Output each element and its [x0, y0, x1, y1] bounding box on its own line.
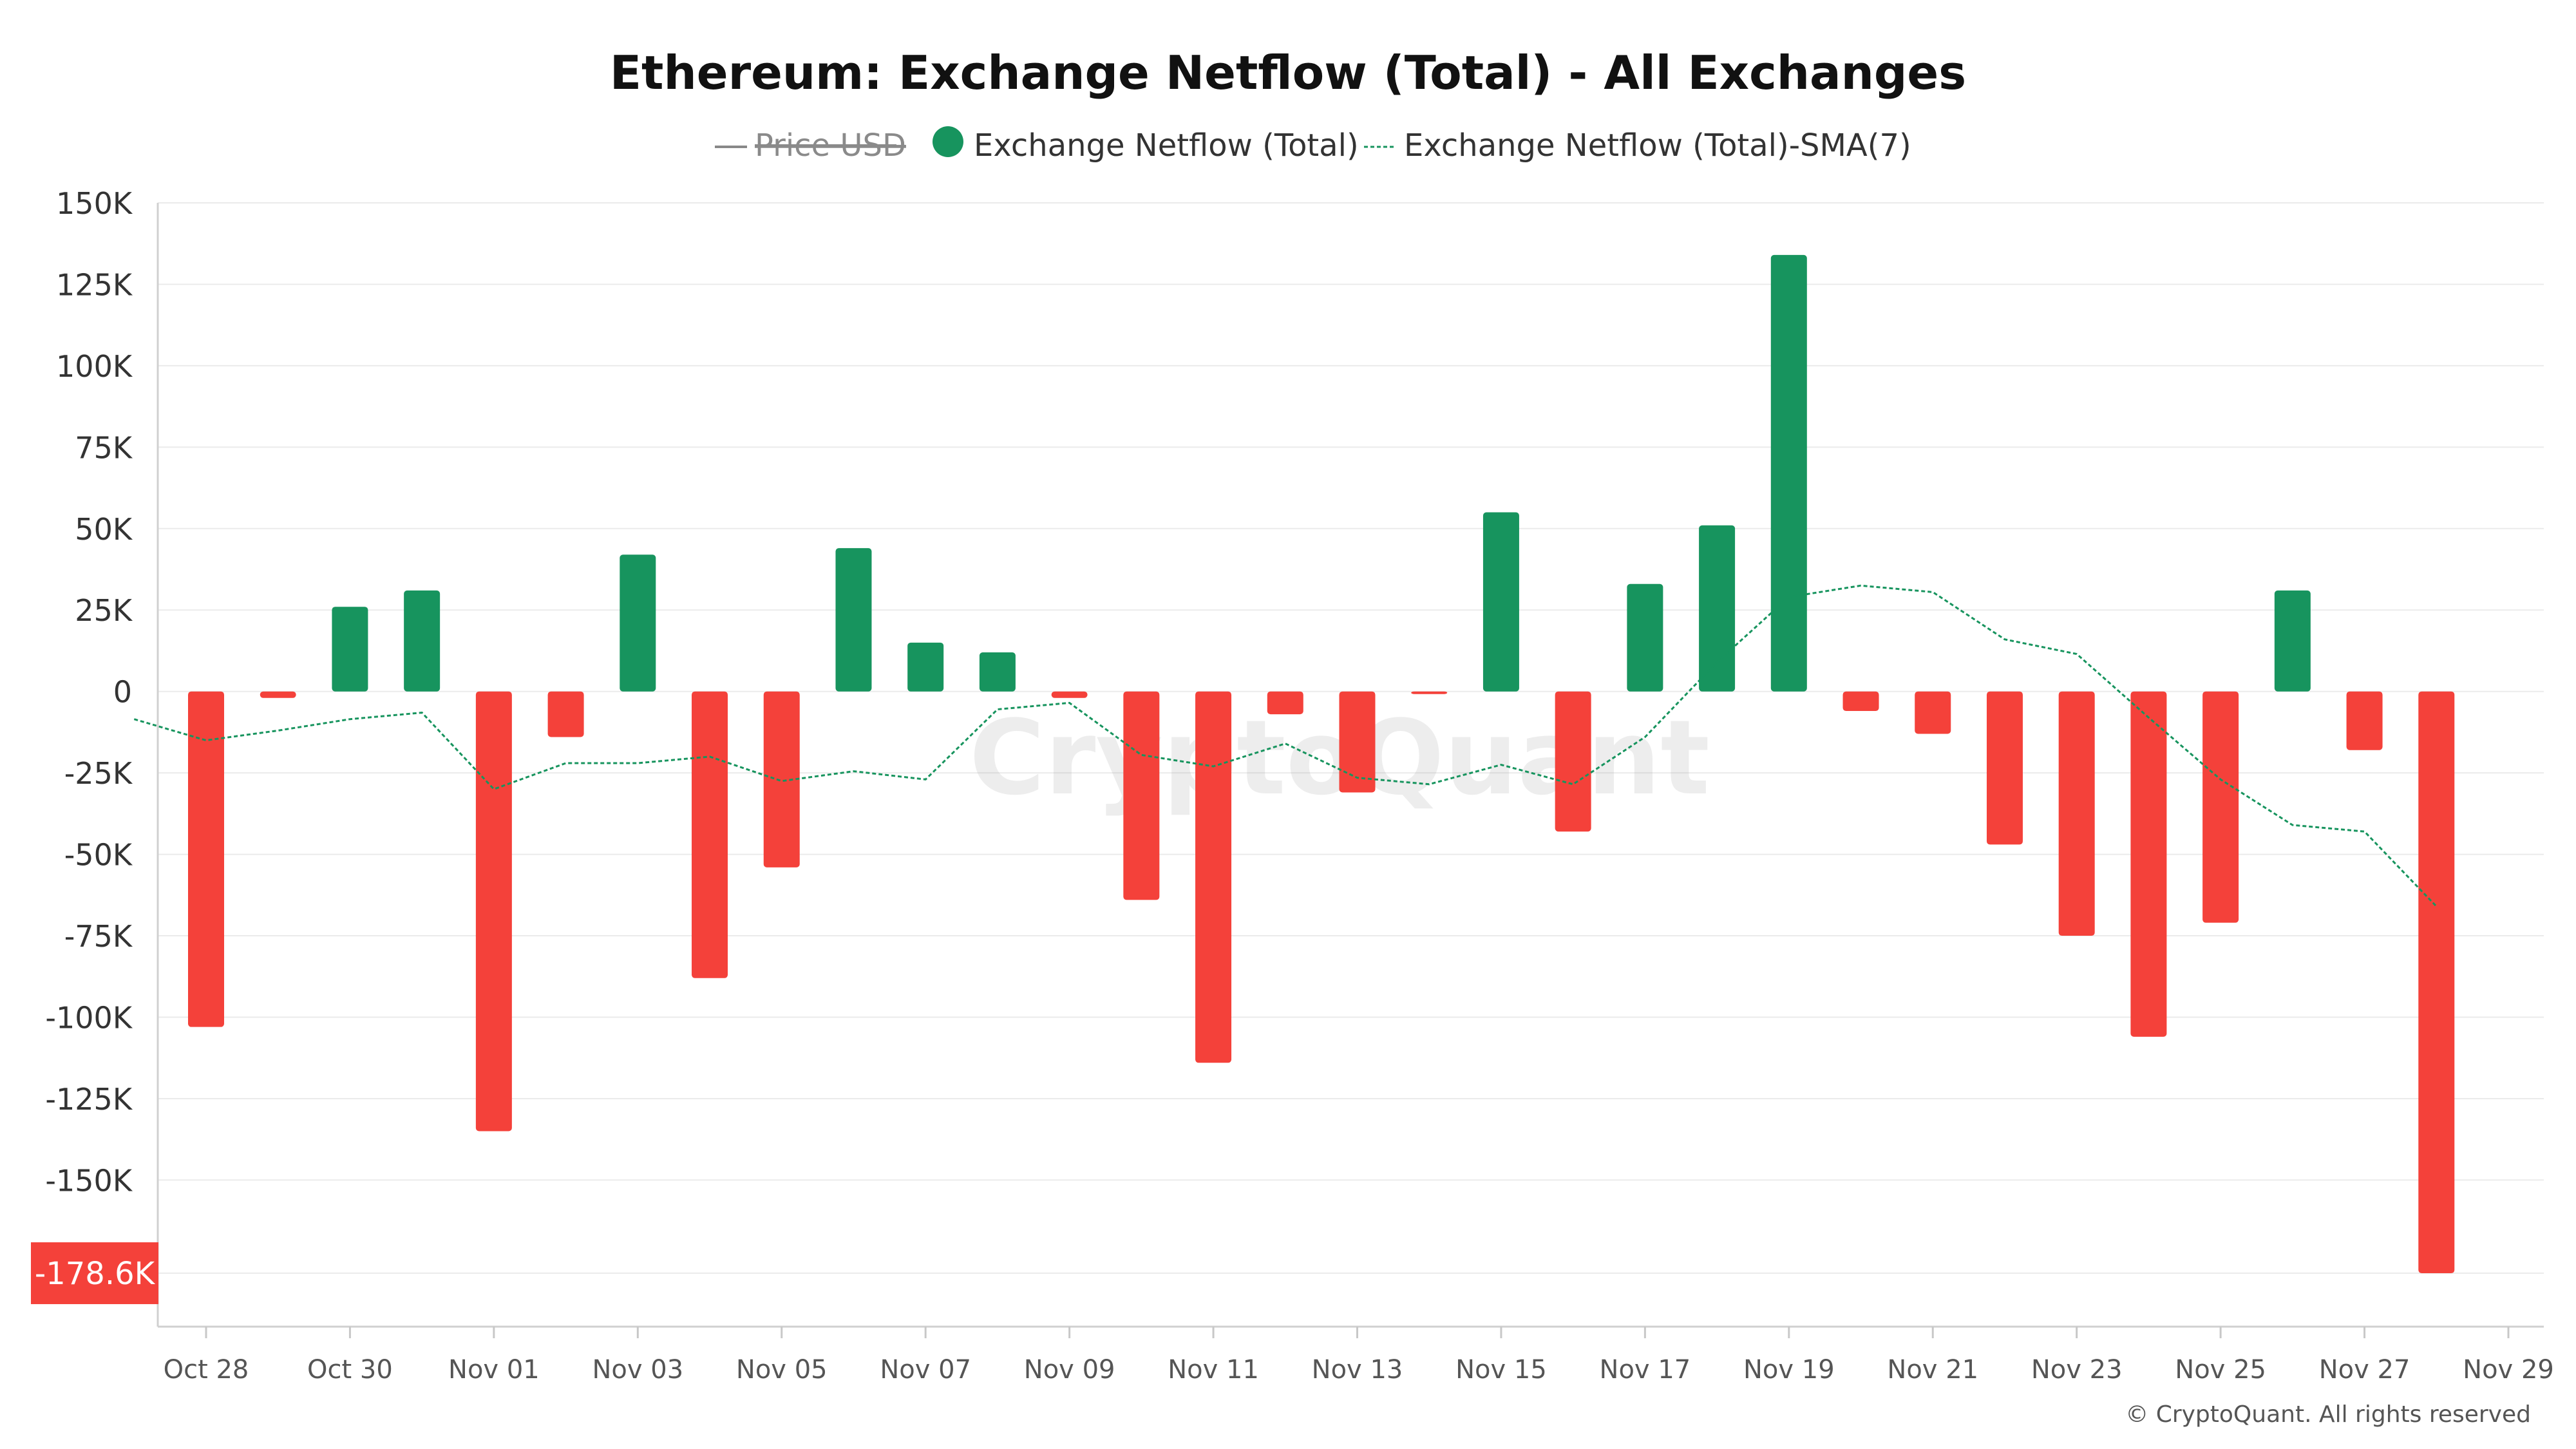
current-value-badge: -178.6K: [31, 1242, 158, 1305]
y-tick-label: 150K: [56, 186, 133, 221]
legend-item-netflow[interactable]: Exchange Netflow (Total): [933, 126, 1359, 164]
legend-swatch-netflow: [933, 126, 963, 157]
y-tick-label: -150K: [45, 1163, 133, 1198]
netflow-bar: [332, 607, 368, 692]
y-tick-label: 75K: [75, 430, 133, 465]
y-tick-label: 50K: [75, 512, 133, 547]
x-tick-label: Oct 30: [307, 1355, 393, 1385]
y-tick-label: -75K: [64, 919, 133, 954]
x-tick-label: Nov 07: [880, 1355, 971, 1385]
copyright: © CryptoQuant. All rights reserved: [2125, 1401, 2531, 1428]
x-tick-label: Nov 09: [1024, 1355, 1115, 1385]
netflow-bar: [1195, 691, 1232, 1063]
netflow-bar: [1123, 691, 1160, 900]
netflow-bar: [547, 691, 584, 737]
x-tick-label: Nov 01: [448, 1355, 540, 1385]
netflow-bar: [2058, 691, 2095, 936]
current-value-badge-bg: [31, 1242, 158, 1305]
y-tick-label: 125K: [56, 267, 133, 302]
netflow-bar: [692, 691, 728, 978]
netflow-bar: [907, 642, 944, 692]
y-tick-label: 25K: [75, 593, 133, 628]
x-tick-label: Nov 27: [2319, 1355, 2410, 1385]
netflow-bar: [2418, 691, 2455, 1274]
x-tick-label: Nov 17: [1600, 1355, 1691, 1385]
netflow-bar: [2274, 590, 2311, 692]
netflow-bar: [2346, 691, 2383, 750]
netflow-bar: [404, 590, 440, 692]
legend[interactable]: Price USD Exchange Netflow (Total) Excha…: [715, 126, 1911, 164]
x-tick-label: Nov 23: [2031, 1355, 2123, 1385]
x-tick-label: Oct 28: [164, 1355, 249, 1385]
legend-item-sma[interactable]: Exchange Netflow (Total)-SMA(7): [1364, 128, 1911, 164]
x-axis-labels: Oct 28 Oct 30 Nov 01 Nov 03 Nov 05 Nov 07 Nov …: [164, 1327, 2554, 1385]
y-tick-label: -125K: [45, 1082, 133, 1117]
netflow-bar: [1411, 691, 1448, 694]
x-tick-label: Nov 13: [1312, 1355, 1403, 1385]
netflow-bar: [2202, 691, 2239, 923]
chart-title: Ethereum: Exchange Netflow (Total) - All…: [610, 46, 1966, 100]
netflow-bar: [763, 691, 800, 867]
x-tick-label: Nov 11: [1168, 1355, 1259, 1385]
legend-item-price-usd[interactable]: Price USD: [715, 128, 906, 164]
x-tick-label: Nov 29: [2463, 1355, 2554, 1385]
netflow-bar: [620, 554, 656, 692]
netflow-bars: [188, 254, 2455, 1274]
legend-label-sma: Exchange Netflow (Total)-SMA(7): [1404, 128, 1911, 164]
x-tick-label: Nov 21: [1887, 1355, 1978, 1385]
y-tick-label: 100K: [56, 349, 133, 384]
y-axis-labels: 150K 125K 100K 75K 50K 25K 0 -25K -50K -75K -100K -…: [45, 186, 133, 1198]
netflow-bar: [979, 652, 1016, 692]
x-tick-label: Nov 25: [2175, 1355, 2266, 1385]
netflow-bar: [260, 691, 296, 698]
netflow-bar: [1986, 691, 2023, 845]
y-tick-label: -100K: [45, 1000, 133, 1035]
y-tick-label: 0: [113, 675, 132, 710]
legend-label-netflow: Exchange Netflow (Total): [974, 128, 1359, 164]
netflow-bar: [1339, 691, 1376, 793]
current-value-badge-label: -178.6K: [35, 1256, 156, 1292]
x-tick-label: Nov 05: [736, 1355, 828, 1385]
netflow-bar: [1770, 254, 1807, 692]
netflow-bar: [835, 548, 872, 692]
netflow-bar: [1051, 691, 1088, 698]
netflow-bar: [475, 691, 512, 1132]
netflow-bar: [1482, 512, 1519, 692]
x-tick-label: Nov 03: [592, 1355, 683, 1385]
y-tick-label: -25K: [64, 756, 133, 791]
netflow-bar: [1842, 691, 1879, 712]
netflow-bar: [1267, 691, 1303, 715]
netflow-bar: [1555, 691, 1591, 832]
x-tick-label: Nov 15: [1455, 1355, 1547, 1385]
netflow-bar: [1915, 691, 1951, 734]
netflow-bar: [188, 691, 224, 1027]
x-tick-label: Nov 19: [1743, 1355, 1835, 1385]
netflow-bar: [1627, 583, 1663, 692]
netflow-bar: [2130, 691, 2167, 1037]
netflow-bar: [1699, 525, 1736, 692]
y-tick-label: -50K: [64, 838, 133, 873]
